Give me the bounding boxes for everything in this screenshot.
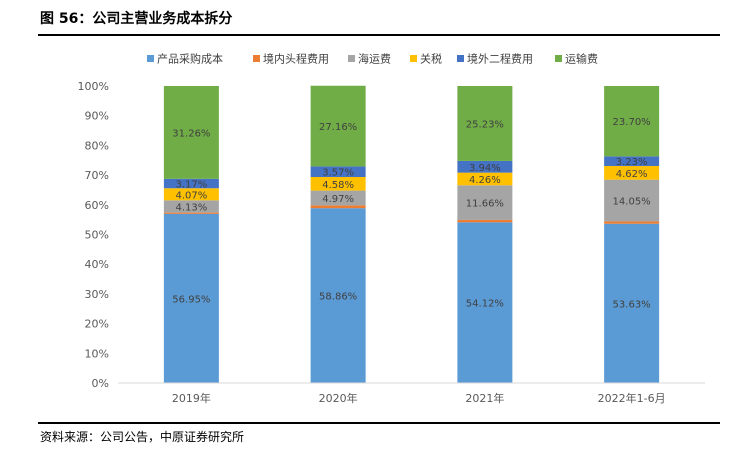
legend-label-2: 海运费 [358,52,391,66]
bar-segment-2-2 [457,185,513,220]
data-label-2-3: 14.05% [613,197,651,208]
data-label-3-2: 4.26% [469,175,501,186]
bar-segment-0-3 [604,223,660,383]
y-tick-label: 100% [78,80,109,93]
bar-segment-1-3 [604,221,660,224]
y-tick-label: 60% [85,199,109,212]
data-label-3-0: 4.07% [175,190,207,201]
y-tick-label: 10% [85,347,109,360]
data-label-0-1: 58.86% [319,292,357,303]
data-label-2-0: 4.13% [175,202,207,213]
data-label-3-1: 4.58% [322,180,354,191]
data-label-0-2: 54.12% [466,299,504,310]
bar-segment-2-0 [163,200,219,213]
stacked-bar-chart: 产品采购成本 境内头程费用 海运费 关税 境外二程费用 运输费 0% 10% 20% 30% 40… [78,52,705,405]
data-label-4-2: 3.94% [469,163,501,174]
y-tick-label: 90% [85,110,109,123]
legend-label-4: 境外二程费用 [467,52,533,66]
source-note: 资料来源：公司公告，中原证券研究所 [40,430,245,444]
bar-segment-0-2 [457,222,513,383]
legend-swatch-2 [348,55,355,62]
data-label-5-2: 25.23% [466,119,504,130]
bar-segment-5-1 [310,85,366,167]
bar-segment-2-3 [604,179,660,222]
data-label-0-0: 56.95% [172,294,210,305]
data-label-4-1: 3.57% [322,168,354,179]
y-tick-label: 70% [85,169,109,182]
x-tick-label: 2022年1-6月 [598,391,666,405]
bar-stack-2: 54.12% 11.66% 4.26%3.94% 25.23% [457,86,513,383]
bar-segment-2-1 [310,190,366,206]
data-label-2-2: 11.66% [466,199,504,210]
chart-legend: 产品采购成本 境内头程费用 海运费 关税 境外二程费用 运输费 [147,52,598,66]
bar-segment-3-3 [604,165,660,180]
bar-stack-0: 56.95% 4.13%4.07%3.17% 31.26% [163,86,219,383]
y-tick-label: 20% [85,318,109,331]
data-label-5-1: 27.16% [319,122,357,133]
bar-segment-3-2 [457,172,513,186]
data-label-0-3: 53.63% [613,299,651,310]
data-label-2-1: 4.97% [322,194,354,205]
bar-segment-5-2 [457,86,513,161]
y-tick-label: 50% [85,229,109,242]
bar-segment-0-0 [163,213,219,383]
bar-segment-3-1 [310,177,366,191]
data-label-5-0: 31.26% [172,128,210,139]
bar-segment-3-0 [163,188,219,201]
data-label-4-0: 3.17% [175,180,207,191]
legend-label-3: 关税 [420,52,442,66]
bar-segment-1-2 [457,219,513,223]
y-tick-label: 0% [92,377,109,390]
bar-segment-4-0 [163,178,219,189]
bar-segment-5-0 [163,86,219,179]
x-tick-label: 2019年 [172,391,211,405]
bar-segment-5-3 [604,86,660,157]
x-tick-label: 2021年 [465,391,504,405]
legend-label-1: 境内头程费用 [263,52,329,66]
legend-label-0: 产品采购成本 [157,52,223,66]
data-label-4-3: 3.23% [616,157,648,168]
legend-swatch-3 [410,55,417,62]
y-tick-label: 30% [85,288,109,301]
bar-segment-4-2 [457,160,513,173]
legend-label-5: 运输费 [565,52,598,66]
bar-stack-3: 53.63% 14.05% 4.62%3.23% 23.70% [604,86,660,383]
y-tick-label: 40% [85,258,109,271]
data-label-5-3: 23.70% [613,117,651,128]
y-axis: 0% 10% 20% 30% 40% 50% 60% 70% 80% 90% 100% [78,80,109,390]
bar-stacks: 56.95% 4.13%4.07%3.17% 31.26% 58.86% 4.97% 4.… [163,85,660,383]
legend-swatch-0 [147,55,154,62]
bar-stack-1: 58.86% 4.97% 4.58%3.57% 27.16% [310,85,366,383]
x-axis: 2019年 2020年 2021年 2022年1-6月 [118,382,705,405]
x-tick-label: 2020年 [319,391,358,405]
figure-title: 图 56：公司主营业务成本拆分 [40,11,233,27]
legend-swatch-5 [555,55,562,62]
bar-segment-1-1 [310,205,366,209]
bar-segment-1-0 [163,212,219,214]
bar-segment-0-1 [310,208,366,383]
bottom-rule [38,422,720,424]
top-rule [38,34,720,36]
bar-segment-4-3 [604,156,660,166]
legend-swatch-1 [253,55,260,62]
bar-segment-4-1 [310,166,366,178]
data-label-3-3: 4.62% [616,169,648,180]
y-tick-label: 80% [85,139,109,152]
legend-swatch-4 [457,55,464,62]
